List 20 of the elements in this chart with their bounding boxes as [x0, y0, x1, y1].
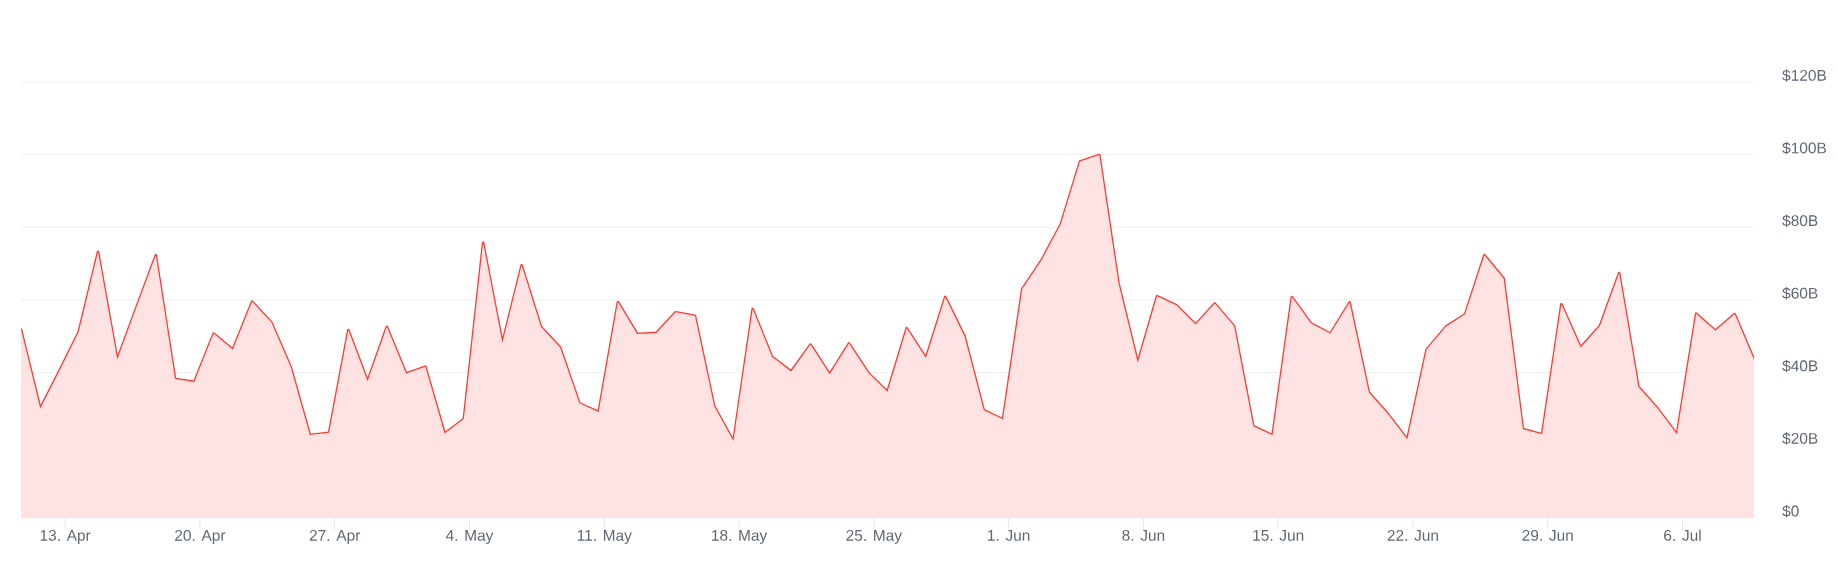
- x-tick-label: 11. May: [577, 530, 632, 544]
- x-tick-label: 13. Apr: [40, 529, 91, 544]
- y-tick-label: $100B: [1782, 141, 1826, 155]
- x-tick-label: 15. Jun: [1253, 530, 1304, 541]
- y-tick-label: $80B: [1782, 214, 1818, 227]
- x-tick-label: 6. Jul: [1664, 529, 1701, 541]
- x-tick-label: 4. May: [445, 530, 494, 544]
- x-tick-label: 20. Apr: [175, 529, 226, 544]
- x-tick-label: 22. Jun: [1387, 529, 1438, 541]
- y-tick-label: $60B: [1782, 287, 1818, 300]
- x-tick-label: 1. Jun: [988, 530, 1030, 541]
- y-tick-label: $40B: [1782, 359, 1818, 373]
- y-tick-label: $120B: [1782, 69, 1826, 82]
- y-tick-label: $0: [1782, 504, 1799, 518]
- x-tick-label: 8. Jun: [1122, 529, 1165, 541]
- x-tick-label: 25. May: [846, 529, 902, 544]
- x-tick-label: 18. May: [712, 529, 768, 544]
- x-tick-label: 27. Apr: [309, 529, 361, 544]
- x-tick-label: 29. Jun: [1522, 529, 1573, 541]
- y-tick-label: $20B: [1782, 432, 1818, 445]
